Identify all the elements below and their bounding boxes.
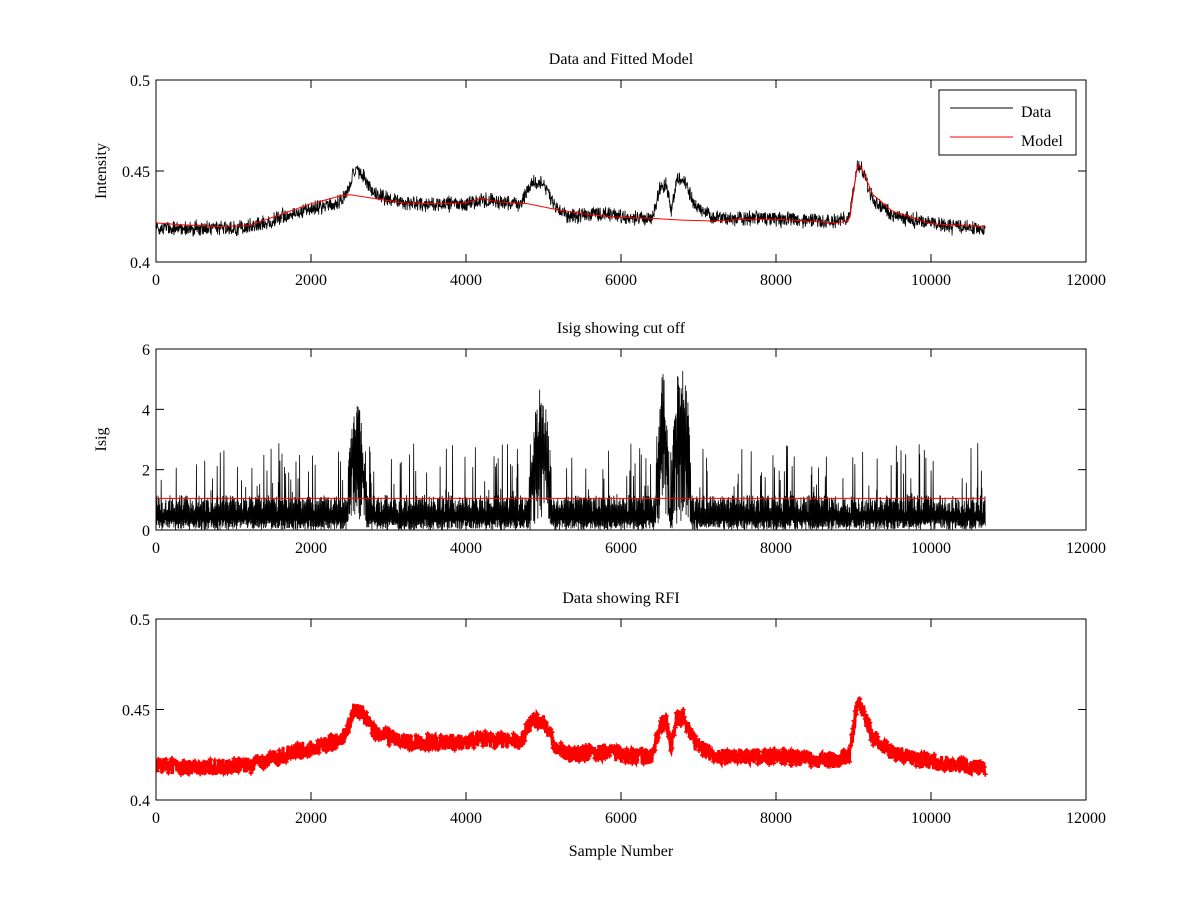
x-tick-label: 10000	[911, 540, 951, 557]
x-tick-label: 12000	[1066, 540, 1106, 557]
axes-2: Isig showing cut off Isig 0 2000 4000 6000 800…	[93, 320, 1106, 557]
legend: Data Model	[938, 89, 1077, 156]
x-axis-label: Sample Number	[569, 843, 674, 860]
plot-area	[156, 370, 986, 530]
x-tick-label: 2000	[295, 810, 327, 827]
rfi-series-line	[156, 696, 987, 778]
axes-frame	[155, 79, 1087, 263]
y-tick-label: 0.5	[130, 73, 150, 90]
x-tick-label: 8000	[760, 810, 792, 827]
x-tick-label: 0	[152, 810, 160, 827]
x-tick-label: 12000	[1066, 272, 1106, 289]
x-tick-label: 4000	[450, 272, 482, 289]
chart-title: Data showing RFI	[562, 590, 679, 607]
y-tick-label: 0.4	[130, 255, 150, 272]
x-tick-label: 10000	[911, 272, 951, 289]
y-tick-label: 0.45	[122, 164, 150, 181]
x-tick-label: 8000	[760, 272, 792, 289]
legend-box	[938, 89, 1077, 156]
axes-3: Data showing RFI Sample Number 0 2000 4000 60…	[122, 590, 1106, 860]
x-tick-label: 0	[152, 272, 160, 289]
chart-title: Data and Fitted Model	[549, 51, 694, 68]
y-tick-label: 4	[142, 402, 150, 419]
data-series-line	[156, 160, 986, 238]
y-tick-label: 0.5	[130, 612, 150, 629]
legend-label-data: Data	[1021, 104, 1051, 121]
x-tick-label: 6000	[605, 540, 637, 557]
plot-area	[156, 160, 986, 238]
y-tick-label: 6	[142, 342, 150, 359]
legend-label-model: Model	[1021, 133, 1063, 150]
model-series-line	[156, 163, 986, 228]
x-tick-label: 8000	[760, 540, 792, 557]
y-tick-label: 0.45	[122, 703, 150, 720]
x-tick-label: 12000	[1066, 810, 1106, 827]
x-tick-label: 6000	[605, 272, 637, 289]
y-tick-label: 0.4	[130, 793, 150, 810]
y-axis-label: Intensity	[93, 143, 110, 199]
y-tick-label: 0	[142, 523, 150, 540]
y-tick-label: 2	[142, 463, 150, 480]
x-tick-label: 4000	[450, 810, 482, 827]
isig-series-line	[156, 370, 986, 530]
y-axis-label: Isig	[93, 428, 110, 452]
axes-frame	[155, 348, 1087, 531]
x-tick-label: 2000	[295, 540, 327, 557]
x-tick-label: 6000	[605, 810, 637, 827]
x-tick-label: 2000	[295, 272, 327, 289]
x-tick-label: 4000	[450, 540, 482, 557]
x-tick-label: 10000	[911, 810, 951, 827]
plot-area	[156, 696, 988, 778]
axes-1: Data and Fitted Model Intensity 0 2000 4000 6…	[93, 51, 1106, 289]
axes-frame	[155, 618, 1087, 801]
x-tick-label: 0	[152, 540, 160, 557]
chart-title: Isig showing cut off	[557, 320, 686, 337]
